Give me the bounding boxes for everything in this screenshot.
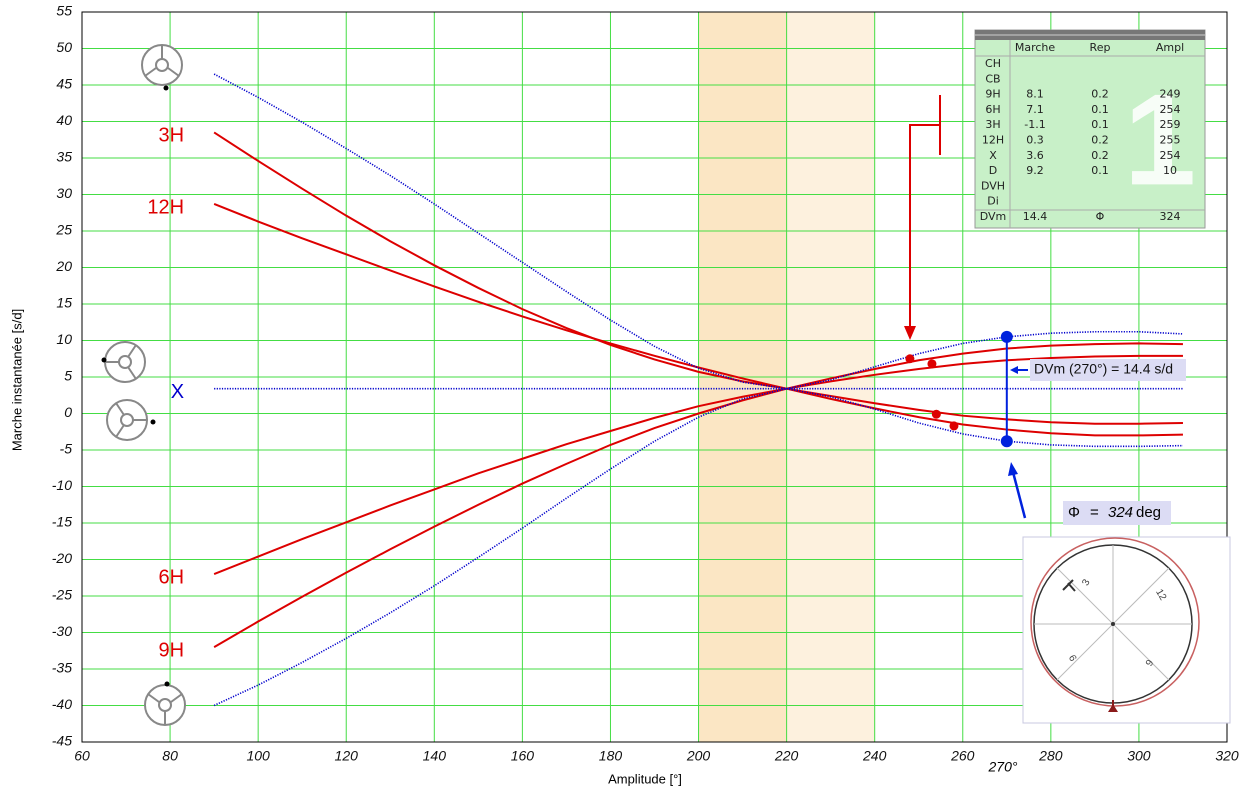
red-arrowhead <box>904 326 916 340</box>
phi-eq: = <box>1090 504 1099 521</box>
y-tick-label: -30 <box>52 623 72 639</box>
series-label: 6H <box>159 566 185 588</box>
series-label: 9H <box>159 639 185 661</box>
y-tick-label: 0 <box>64 404 72 420</box>
table-cell: CH <box>985 57 1001 70</box>
y-tick-label: -25 <box>52 587 72 603</box>
x-tick-label: 60 <box>74 748 90 764</box>
x-tick-label: 100 <box>246 748 270 764</box>
y-axis-label: Marche instantanée [s/d] <box>9 309 24 451</box>
x-axis-label: Amplitude [°] <box>608 771 682 786</box>
table-cell: 9H <box>985 88 1000 101</box>
table-cell: 10 <box>1163 164 1177 177</box>
red-arrow <box>910 95 940 330</box>
table-cell: 0.2 <box>1091 88 1109 101</box>
table-cell: 3H <box>985 118 1000 131</box>
phi-arrow <box>1013 472 1025 518</box>
point <box>932 410 941 419</box>
y-tick-label: 20 <box>55 258 72 274</box>
table-cell: 8.1 <box>1026 88 1044 101</box>
point <box>1001 331 1013 343</box>
y-tick-label: 50 <box>56 39 72 55</box>
x-tick-label: 120 <box>335 748 359 764</box>
y-tick-label: -40 <box>52 696 72 712</box>
table-cell: 3.6 <box>1026 149 1044 162</box>
x-tick-label: 320 <box>1215 748 1239 764</box>
table-cell: DVm <box>980 210 1007 223</box>
x-tick-label: 200 <box>686 748 711 764</box>
table-cell: 259 <box>1160 118 1181 131</box>
phi-arrowhead <box>1008 462 1018 476</box>
point <box>949 421 958 430</box>
table-cell: 7.1 <box>1026 103 1044 116</box>
y-tick-label: -5 <box>60 441 73 457</box>
y-tick-label: -35 <box>52 660 72 676</box>
y-tick-label: 55 <box>56 3 72 19</box>
y-tick-label: -45 <box>52 733 72 749</box>
series-label: 3H <box>159 125 185 147</box>
table-cell: 0.1 <box>1091 103 1109 116</box>
x-tick-label: 140 <box>423 748 447 764</box>
y-tick-label: -20 <box>52 550 72 566</box>
table-cell: 6H <box>985 103 1000 116</box>
x-tick-label: 220 <box>774 748 799 764</box>
x-tick-label: 280 <box>1038 748 1063 764</box>
phi-value: 324 <box>1108 504 1133 521</box>
table-cell: 0.1 <box>1091 164 1109 177</box>
y-tick-label: 35 <box>56 149 72 165</box>
dvm-label: DVm (270°) = 14.4 s/d <box>1034 361 1173 377</box>
phi-unit: deg <box>1136 504 1161 521</box>
table-cell: 12H <box>982 134 1004 147</box>
table-cell: 324 <box>1160 210 1181 223</box>
table-cell: 0.2 <box>1091 134 1109 147</box>
table-cell: 14.4 <box>1023 210 1048 223</box>
y-tick-label: 45 <box>56 76 72 92</box>
x-tick-label: 260 <box>950 748 975 764</box>
table-cell: 254 <box>1160 103 1181 116</box>
chart: 6080100120140160180200220240260280300320… <box>0 0 1247 794</box>
point <box>1001 435 1013 447</box>
y-tick-label: 10 <box>56 331 72 347</box>
table-cell: 0.3 <box>1026 134 1044 147</box>
table-header: Ampl <box>1156 41 1184 54</box>
table-cell: 249 <box>1160 88 1181 101</box>
table-cell: 0.1 <box>1091 118 1109 131</box>
table-cell: CB <box>985 72 1000 85</box>
y-tick-label: 30 <box>56 185 72 201</box>
y-tick-label: 15 <box>56 295 72 311</box>
series-label: X <box>171 381 184 403</box>
table-cell: 255 <box>1160 134 1181 147</box>
y-tick-label: 5 <box>64 368 72 384</box>
y-tick-label: -10 <box>52 477 72 493</box>
dial-inset <box>1023 537 1230 723</box>
table-cell: -1.1 <box>1024 118 1045 131</box>
series-label: 12H <box>147 196 184 218</box>
table-cell: DVH <box>981 179 1005 192</box>
x-tick-label: 240 <box>862 748 887 764</box>
dvm-arrowhead <box>1010 366 1018 374</box>
x-tick-label: 160 <box>511 748 535 764</box>
y-tick-label: 40 <box>56 112 72 128</box>
table-cell: 254 <box>1160 149 1181 162</box>
y-tick-label: 25 <box>55 222 72 238</box>
point <box>905 354 914 363</box>
table-cell: 9.2 <box>1026 164 1044 177</box>
table-cell: Φ <box>1096 210 1105 223</box>
x-tick-label: 300 <box>1127 748 1151 764</box>
table-header: Marche <box>1015 41 1056 54</box>
x-tick-label: 80 <box>162 748 178 764</box>
phi-symbol: Φ <box>1068 504 1080 521</box>
point <box>927 359 936 368</box>
angle-label: 270° <box>988 759 1018 775</box>
table-cell: D <box>989 164 997 177</box>
y-tick-label: -15 <box>52 514 72 530</box>
table-cell: 0.2 <box>1091 149 1109 162</box>
table-cell: X <box>989 149 997 162</box>
table-header: Rep <box>1090 41 1111 54</box>
x-tick-label: 180 <box>599 748 623 764</box>
table-cell: Di <box>987 195 999 208</box>
